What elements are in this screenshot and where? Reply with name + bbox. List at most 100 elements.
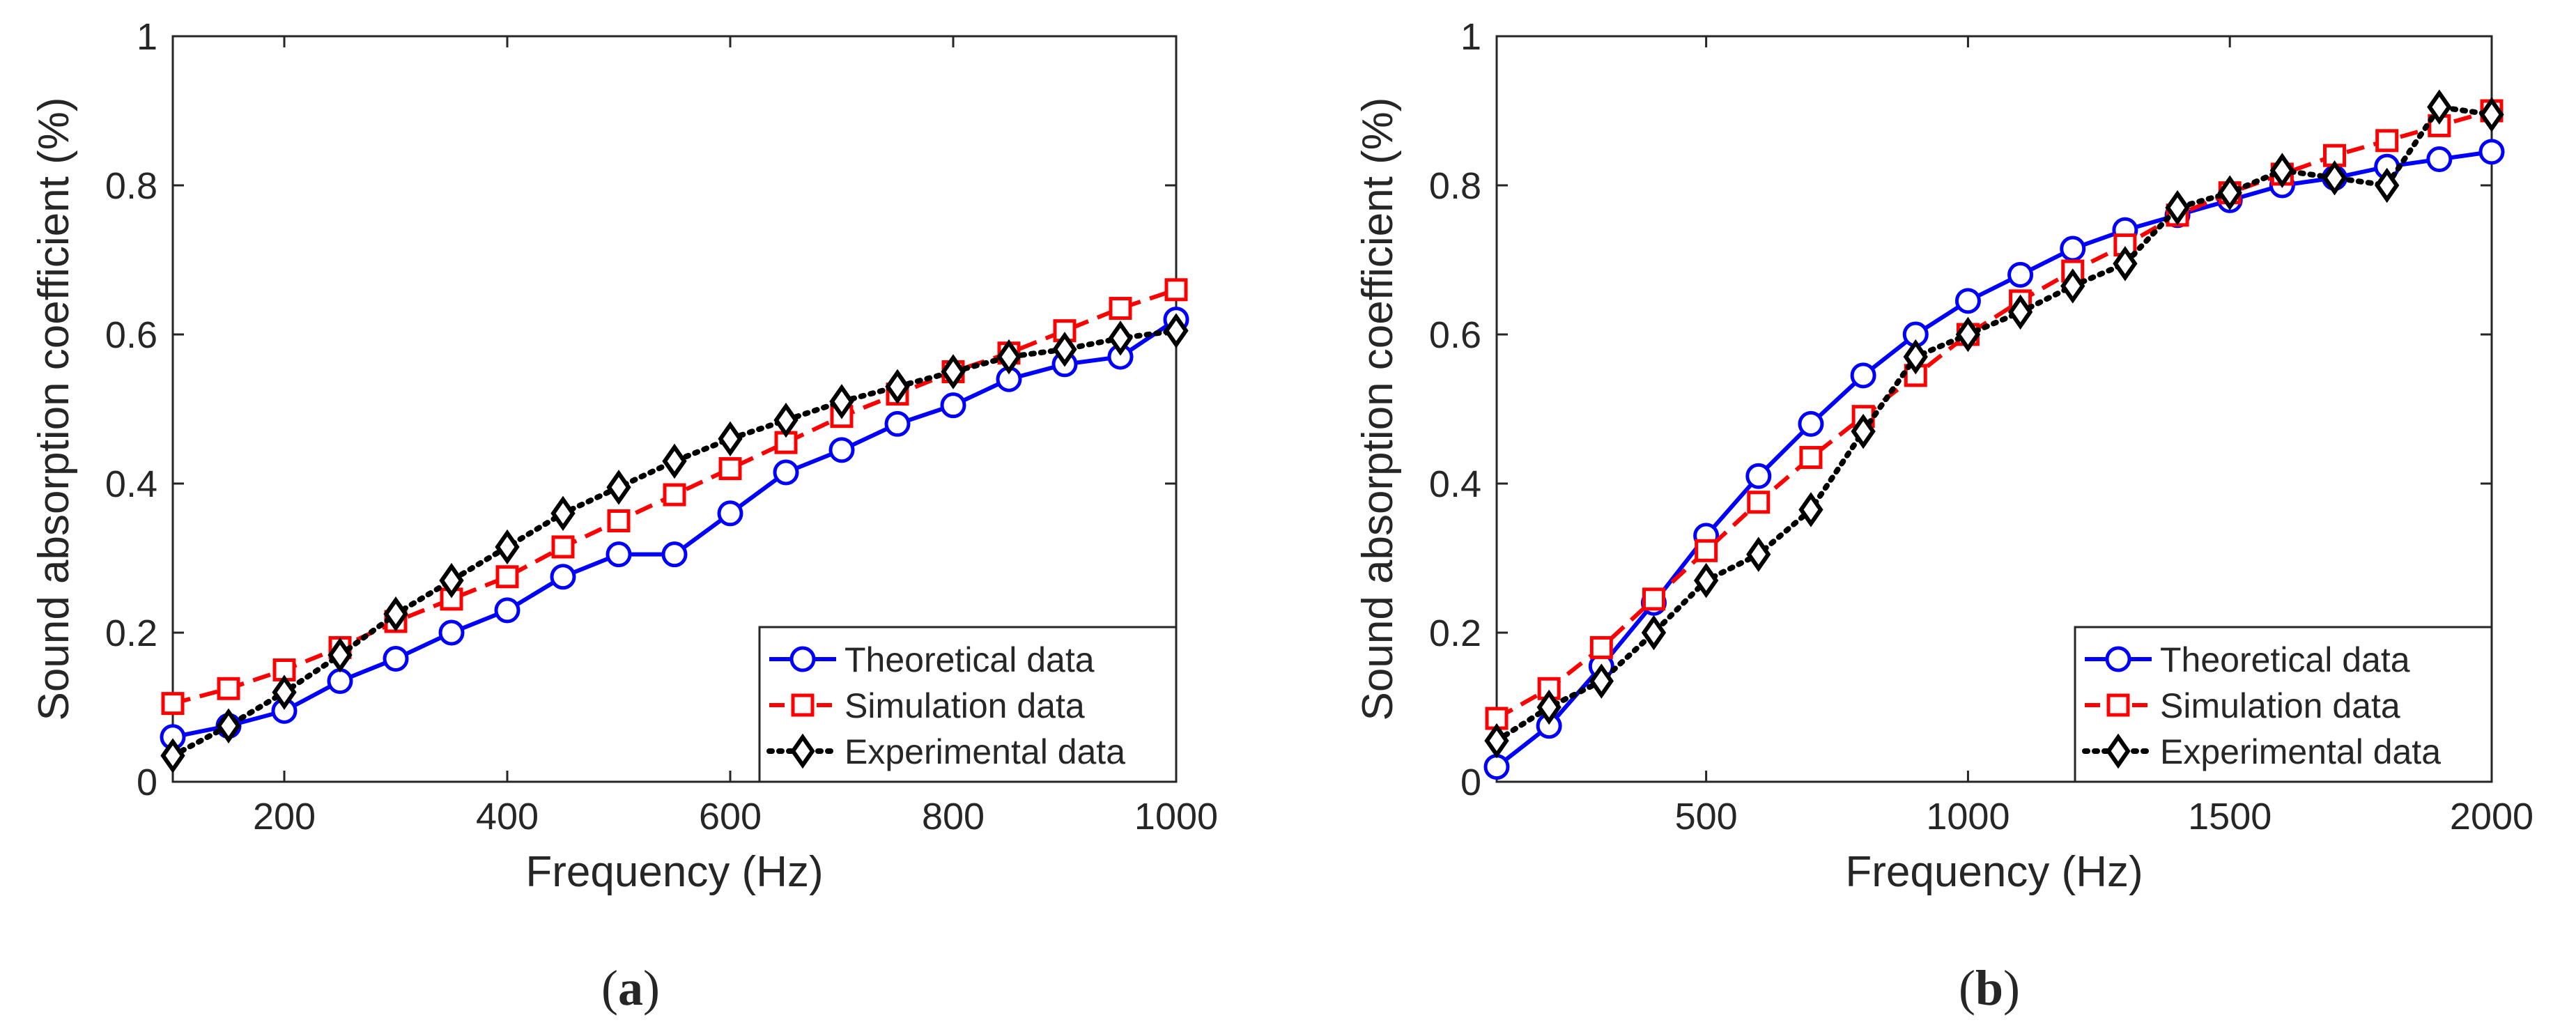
chart-b-simulation-point (1747, 491, 1771, 514)
chart-b-x-tick-label: 500 (1675, 796, 1738, 838)
chart-b: 500 1000 1500 2000 0 0.2 0.4 0.6 0.8 1 Frequency (… (1354, 16, 2533, 896)
chart-b-y-tick-label: 0 (1460, 762, 1481, 803)
chart-b-experimental-line (1494, 104, 2494, 744)
chart-a-theoretical-point (773, 459, 799, 486)
chart-b-theoretical-point (2060, 236, 2086, 262)
chart-b-experimental-point (2322, 160, 2347, 196)
chart-b-x-tick-label: 2000 (2450, 796, 2533, 838)
chart-b-x-axis-label: Frequency (Hz) (1845, 848, 2143, 896)
chart-b-y-tick-label: 1 (1460, 16, 1481, 58)
chart-b-y-tick-label: 0.6 (1429, 314, 1481, 356)
chart-b-theoretical-point (1850, 362, 1876, 389)
chart-b-theoretical-point (2478, 139, 2505, 165)
chart-a-theoretical-point (717, 500, 743, 527)
chart-a-theoretical-point (828, 437, 855, 463)
chart-b-plot-frame (1495, 35, 2493, 783)
chart-a-series-experimental (160, 313, 1189, 773)
chart-b-simulation-point (1589, 635, 1613, 659)
chart-a-simulation-point (663, 483, 686, 507)
chart-b-experimental-point (1589, 663, 1614, 699)
chart-a-x-axis-label: Frequency (Hz) (525, 848, 823, 896)
chart-a-theoretical-point (550, 564, 576, 590)
chart-a-experimental-point (606, 470, 631, 505)
panel-label-b: (b) (1959, 960, 2020, 1016)
chart-b-experimental-point (2165, 190, 2190, 226)
chart-a-y-tick-label: 0.2 (105, 612, 157, 654)
chart-b-experimental-point (1484, 723, 1509, 759)
chart-b-y-tick-label: 0.4 (1429, 463, 1481, 505)
chart-b-legend-theoretical-marker (2105, 646, 2131, 672)
chart-b-experimental-point (1798, 492, 1823, 527)
chart-b-legend-simulation-marker (2106, 693, 2130, 717)
chart-b-theoretical-point (2426, 146, 2453, 173)
chart-a-legend-simulation-label: Simulation data (844, 686, 1085, 725)
chart-b-x-tick-label: 1000 (1926, 796, 2010, 838)
chart-b-legend-theoretical-label: Theoretical data (2160, 640, 2410, 679)
chart-a-experimental-point (1052, 332, 1077, 367)
chart-b-legend: Theoretical data Simulation data Experimen… (2074, 626, 2493, 783)
chart-a-experimental-point (272, 674, 297, 710)
chart-a-experimental-point (885, 369, 910, 405)
chart-a-legend-theoretical-label: Theoretical data (844, 640, 1095, 679)
chart-b-experimental-point (1903, 339, 1928, 375)
chart-a-experimental-point (1108, 321, 1133, 356)
chart-a-x-tick-label: 600 (699, 796, 762, 838)
chart-a-y-axis-label: Sound absorption coefficient (%) (30, 98, 78, 721)
chart-b-legend-experimental-label: Experimental data (2160, 732, 2441, 771)
chart-b-experimental-point (2269, 153, 2295, 188)
chart-b-experimental-point (2217, 175, 2242, 210)
chart-b-experimental-point (1851, 413, 1876, 449)
chart-a-simulation-point (607, 509, 631, 532)
chart-b-experimental-point (1536, 689, 1561, 725)
chart-b-experimental-point (1641, 615, 1667, 651)
panel-label-b-letter: b (1975, 960, 2003, 1016)
chart-a-x-tick-label: 400 (476, 796, 539, 838)
chart-a-x-tick-label: 200 (253, 796, 316, 838)
chart-b-y-tick-label: 0.8 (1429, 165, 1481, 207)
chart-a-legend-simulation-marker (791, 693, 815, 717)
panel-label-a-open: ( (601, 960, 618, 1016)
chart-a-experimental-point (550, 495, 576, 532)
chart-a-theoretical-point (327, 668, 353, 695)
chart-a-y-tick-label: 0.8 (105, 165, 157, 207)
chart-a-experimental-point (160, 738, 185, 773)
chart-b-simulation-point (1799, 446, 1823, 470)
chart-b-experimental-point (2060, 268, 2085, 304)
chart-a-experimental-point (327, 637, 353, 673)
chart-a-simulation-point (830, 405, 854, 429)
chart-a-experimental-point (1164, 313, 1189, 348)
chart-a-y-tick-label: 0 (137, 762, 157, 803)
chart-a-experimental-point (439, 562, 464, 599)
chart-a-experimental-point (773, 402, 799, 438)
chart-a-x-tick-label: 800 (922, 796, 985, 838)
chart-b-theoretical-point (1745, 463, 1772, 489)
chart-b-experimental-point (2427, 89, 2452, 125)
chart-a-y-tick-label: 1 (137, 16, 157, 58)
panel-label-a-letter: a (618, 960, 643, 1016)
chart-b-theoretical-point (1483, 754, 1510, 780)
chart-a-simulation-point (495, 565, 519, 589)
chart-b-experimental-point (2113, 246, 2138, 281)
chart-b-legend-experimental-marker (2106, 733, 2131, 769)
chart-a-x-tick-label: 1000 (1134, 796, 1218, 838)
chart-a-experimental-point (829, 384, 854, 419)
chart-a-simulation-point (718, 457, 742, 481)
panel-label-b-open: ( (1959, 960, 1975, 1016)
chart-a-y-tick-label: 0.4 (105, 463, 157, 505)
chart-a-plot-frame (171, 35, 1178, 783)
chart-b-experimental-point (2479, 97, 2504, 132)
chart-a-theoretical-point (494, 597, 520, 624)
chart-a-experimental-point (495, 529, 520, 565)
chart-a-simulation-point (217, 677, 240, 700)
chart-a-experimental-point (216, 708, 241, 743)
chart-a-series-theoretical (160, 307, 1189, 750)
chart-b-y-axis-label: Sound absorption coefficient (%) (1354, 98, 1402, 721)
chart-a-legend-experimental-marker (790, 733, 815, 769)
chart-b-simulation-point (1485, 707, 1509, 730)
chart-a-y-tick-label: 0.6 (105, 314, 157, 356)
chart-a-legend-experimental-label: Experimental data (844, 732, 1125, 771)
chart-a-legend-theoretical-marker (789, 646, 816, 672)
chart-a-experimental-point (383, 596, 408, 632)
chart-b-theoretical-point (1798, 410, 1824, 437)
